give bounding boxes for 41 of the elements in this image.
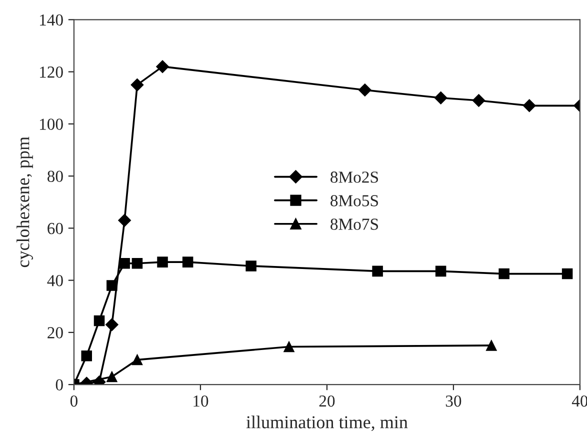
y-tick-label: 40 [47, 275, 63, 286]
point [246, 260, 256, 272]
legend-label: 8Mo7S [330, 218, 378, 230]
y-axis-title: cyclohexene, ppm [16, 136, 33, 268]
legend-label: 8Mo2S [330, 172, 378, 183]
x-axis-title: illumination time, min [246, 416, 408, 431]
x-tick-label: 0 [70, 395, 78, 407]
point [118, 214, 131, 227]
x-tick-label: 10 [194, 395, 208, 407]
y-tick-label: 0 [56, 379, 63, 391]
point [562, 268, 573, 280]
point [372, 266, 383, 277]
point [434, 91, 448, 104]
y-tick-label: 100 [40, 118, 63, 130]
point [94, 315, 105, 326]
y-tick-label: 20 [48, 327, 63, 338]
point [157, 256, 168, 268]
point [106, 280, 118, 291]
point [130, 78, 144, 92]
x-tick-label: 20 [319, 395, 335, 407]
point [498, 268, 510, 280]
point [435, 266, 446, 277]
y-tick-label: 80 [48, 170, 63, 182]
y-tick-label: 60 [48, 222, 63, 234]
x-tick-label: 30 [446, 395, 462, 407]
point [132, 258, 143, 269]
point [132, 354, 143, 366]
y-tick-label: 120 [40, 66, 63, 78]
point [522, 99, 536, 112]
y-tick-label: 140 [40, 14, 63, 26]
point [119, 258, 130, 269]
point [106, 371, 118, 382]
point [156, 60, 169, 73]
point [182, 256, 194, 268]
point [81, 350, 92, 362]
point [358, 84, 372, 96]
point [284, 341, 294, 352]
point [106, 318, 118, 332]
legend-label: 8Mo5S [330, 195, 378, 206]
point [472, 94, 486, 107]
point [486, 340, 497, 351]
